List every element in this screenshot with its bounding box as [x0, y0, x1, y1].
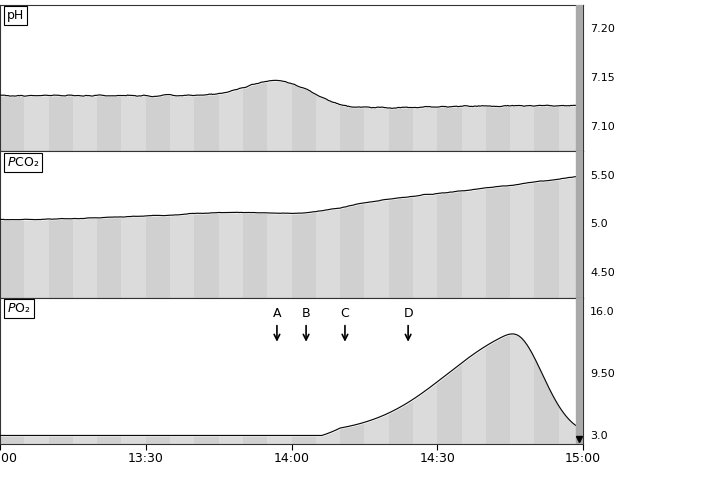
Bar [316, 5, 340, 151]
Bar [364, 151, 389, 298]
Bar [413, 298, 437, 444]
Text: 5.0: 5.0 [590, 220, 608, 229]
Bar [316, 151, 340, 298]
Text: 4.50: 4.50 [590, 268, 615, 278]
Bar [194, 151, 218, 298]
Bar [146, 5, 170, 151]
Bar [340, 151, 364, 298]
Bar [340, 298, 364, 444]
Bar [559, 5, 583, 151]
Bar [486, 5, 510, 151]
Bar [461, 5, 486, 151]
Bar [535, 298, 559, 444]
Text: A: A [273, 307, 281, 320]
Bar [364, 298, 389, 444]
Bar [48, 151, 73, 298]
Bar [576, 298, 583, 444]
Bar [146, 151, 170, 298]
Bar [170, 298, 194, 444]
Bar [122, 151, 146, 298]
Bar [535, 5, 559, 151]
Bar [316, 298, 340, 444]
Bar [0, 151, 24, 298]
Bar [510, 298, 535, 444]
Bar [535, 151, 559, 298]
Bar [24, 5, 48, 151]
Bar [486, 151, 510, 298]
Bar [194, 5, 218, 151]
Text: C: C [341, 307, 349, 320]
Bar [48, 298, 73, 444]
Bar [292, 151, 316, 298]
Bar [510, 151, 535, 298]
Bar [267, 298, 292, 444]
Bar [559, 151, 583, 298]
Text: $\it{P}$O₂: $\it{P}$O₂ [7, 302, 31, 315]
Text: pH: pH [7, 9, 24, 22]
Bar [413, 151, 437, 298]
Bar [576, 151, 583, 298]
Bar [218, 5, 243, 151]
Bar [510, 5, 535, 151]
Bar [576, 5, 583, 151]
Bar [73, 151, 97, 298]
Text: 5.50: 5.50 [590, 171, 614, 181]
Bar [389, 5, 413, 151]
Bar [389, 298, 413, 444]
Text: 7.15: 7.15 [590, 73, 615, 83]
Bar [218, 298, 243, 444]
Bar [122, 298, 146, 444]
Bar [292, 5, 316, 151]
Bar [486, 298, 510, 444]
Bar [24, 151, 48, 298]
Bar [97, 151, 122, 298]
Bar [97, 5, 122, 151]
Bar [73, 298, 97, 444]
Bar [170, 151, 194, 298]
Bar [559, 298, 583, 444]
Bar [170, 5, 194, 151]
Bar [267, 151, 292, 298]
Bar [292, 298, 316, 444]
Bar [267, 5, 292, 151]
Text: D: D [403, 307, 413, 320]
Bar [243, 5, 267, 151]
Bar [73, 5, 97, 151]
Bar [0, 298, 24, 444]
Bar [48, 5, 73, 151]
Bar [122, 5, 146, 151]
Bar [24, 298, 48, 444]
Text: 7.10: 7.10 [590, 122, 615, 132]
Bar [461, 298, 486, 444]
Bar [340, 5, 364, 151]
Bar [364, 5, 389, 151]
Text: 7.20: 7.20 [590, 24, 615, 34]
Bar [194, 298, 218, 444]
Text: 16.0: 16.0 [590, 307, 614, 317]
Bar [413, 5, 437, 151]
Bar [389, 151, 413, 298]
Bar [146, 298, 170, 444]
Bar [461, 151, 486, 298]
Bar [243, 151, 267, 298]
Text: 9.50: 9.50 [590, 369, 615, 379]
Bar [218, 151, 243, 298]
Bar [0, 5, 24, 151]
Text: 3.0: 3.0 [590, 431, 608, 442]
Text: B: B [301, 307, 311, 320]
Bar [243, 298, 267, 444]
Bar [437, 151, 461, 298]
Bar [437, 5, 461, 151]
Text: $\it{P}$CO₂: $\it{P}$CO₂ [7, 156, 39, 169]
Bar [97, 298, 122, 444]
Bar [437, 298, 461, 444]
